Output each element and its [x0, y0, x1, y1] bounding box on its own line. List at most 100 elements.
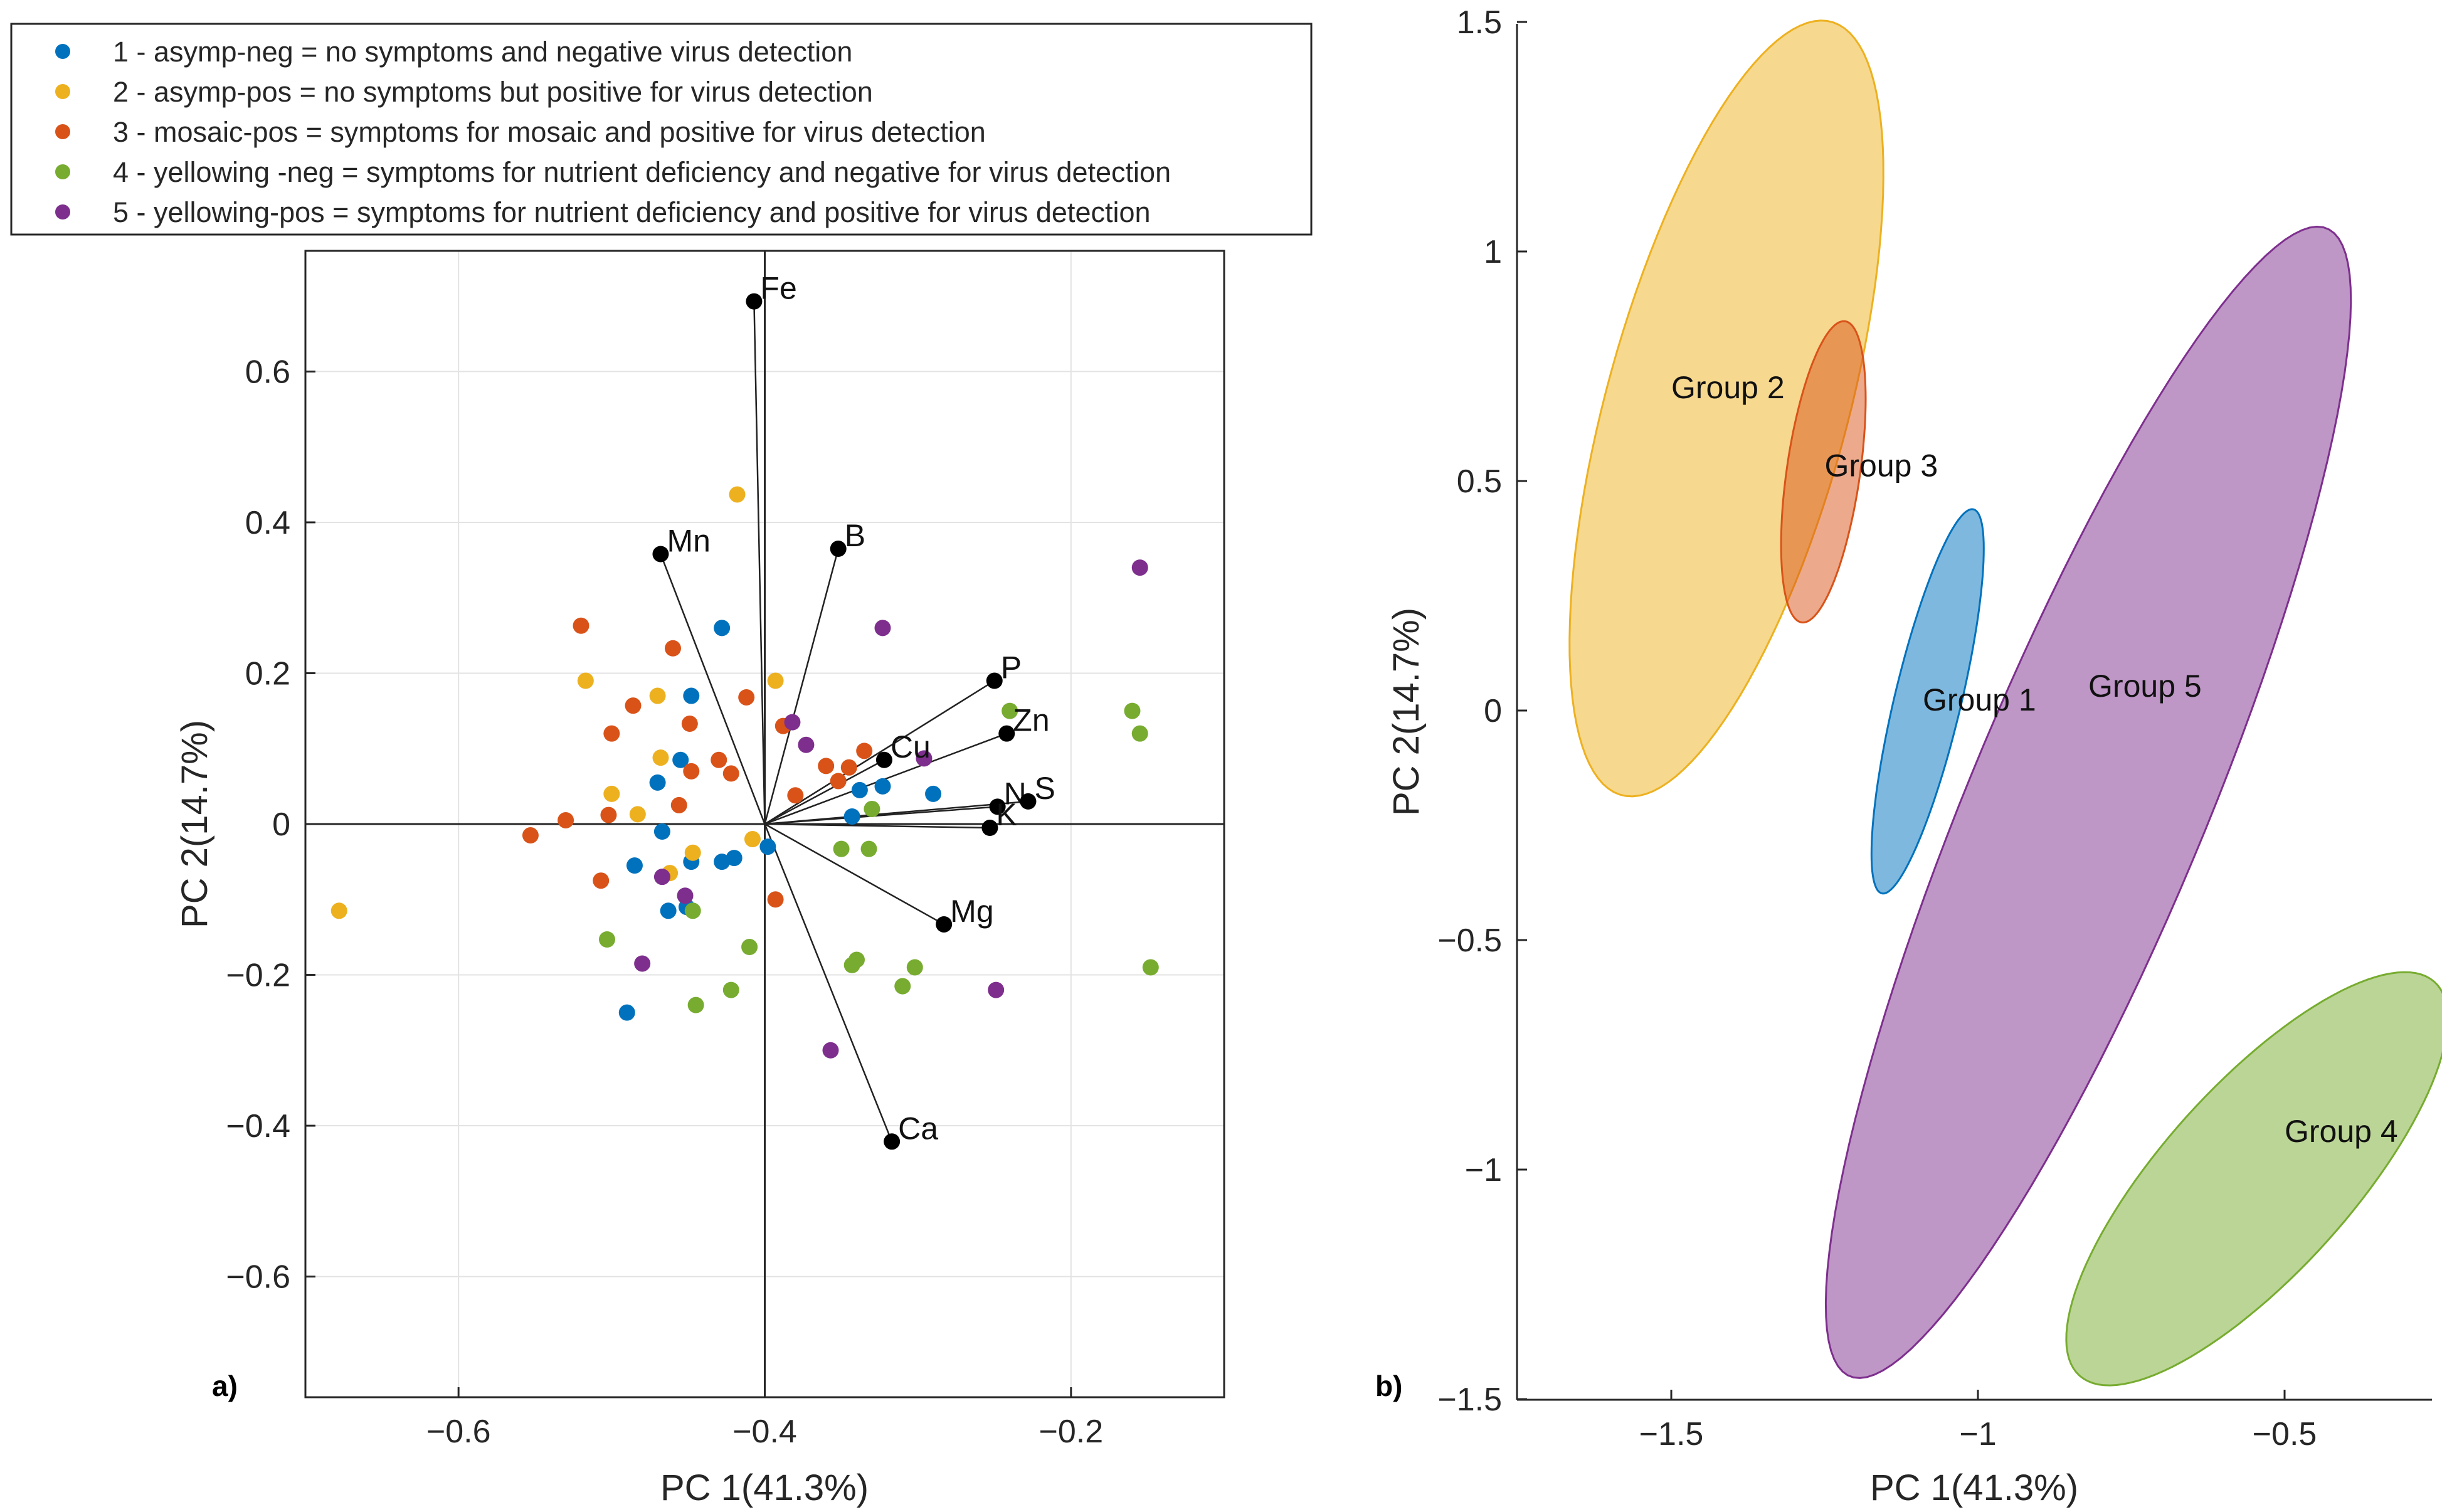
panel-label-b: b) [1375, 1370, 1402, 1402]
data-point-group-3 [856, 743, 873, 759]
y-tick-label: −0.4 [226, 1108, 290, 1145]
loading-vector-fe [753, 301, 766, 825]
loading-label-p: P [1001, 650, 1022, 685]
data-point-group-2 [652, 749, 669, 766]
loading-vector-mg [764, 823, 944, 926]
data-point-group-3 [681, 716, 698, 732]
x-tick-label: −0.2 [1039, 1414, 1104, 1450]
y-tick-label-b: 0 [1484, 693, 1502, 729]
x-tick-label-b: −1.5 [1639, 1416, 1704, 1452]
label-group-5: Group 5 [2088, 669, 2202, 704]
legend-marker-3 [55, 124, 70, 139]
label-group-3: Group 3 [1825, 448, 1938, 484]
data-point-group-5 [798, 736, 815, 753]
loading-point-p [986, 672, 1003, 689]
data-point-group-1 [618, 1004, 635, 1021]
data-point-group-2 [767, 672, 784, 689]
data-point-group-3 [818, 758, 835, 775]
y-tick-label-b: 1 [1484, 234, 1502, 270]
label-group-2: Group 2 [1671, 370, 1785, 405]
y-tick-label: 0.2 [245, 655, 290, 692]
loading-point-b [830, 541, 847, 558]
loading-vector-s [764, 800, 1028, 825]
data-point-group-2 [577, 672, 594, 689]
loading-point-zn [998, 725, 1015, 742]
ellipse-group-4 [2065, 971, 2442, 1387]
legend: 1 - asymp-neg = no symptoms and negative… [10, 23, 1313, 236]
loading-label-zn: Zn [1013, 703, 1049, 738]
data-point-group-4 [687, 997, 704, 1013]
loading-point-fe [746, 293, 763, 310]
data-point-group-4 [1124, 702, 1141, 719]
data-point-group-1 [714, 854, 731, 870]
pca-biplot-panel: −0.6 −0.4 −0.2 −0.6 −0.4 −0.2 0 0.2 0.4 0.6 Fe Mn B… [174, 250, 1225, 1508]
observation-points [330, 486, 1159, 1059]
data-point-group-1 [726, 850, 743, 867]
data-point-group-1 [925, 785, 942, 802]
data-point-group-4 [860, 840, 877, 857]
data-point-group-5 [677, 887, 694, 904]
legend-label-3: 3 - mosaic-pos = symptoms for mosaic and… [113, 116, 986, 148]
data-point-group-3 [625, 697, 642, 714]
data-point-group-2 [684, 844, 701, 861]
data-point-group-3 [840, 759, 857, 776]
loading-point-cu [875, 751, 892, 768]
data-point-group-5 [653, 869, 670, 886]
data-point-group-4 [1131, 725, 1148, 742]
data-point-group-4 [833, 840, 850, 857]
y-axis-label-b: PC 2(14.7%) [1386, 608, 1427, 816]
y-tick-label: 0 [272, 806, 290, 843]
x-tick-label: −0.6 [426, 1414, 491, 1450]
data-point-group-1 [626, 857, 643, 874]
y-tick-label: −0.2 [226, 958, 290, 994]
loading-vector-ca [764, 823, 893, 1142]
data-point-group-5 [784, 714, 801, 731]
loading-vector-k [764, 823, 990, 829]
data-point-group-5 [988, 981, 1005, 998]
data-point-group-4 [864, 800, 880, 817]
ellipse-group-5 [1824, 225, 2352, 1379]
legend-label-4: 4 - yellowing -neg = symptoms for nutrie… [113, 156, 1171, 188]
data-point-group-3 [738, 689, 755, 706]
ellipse-group-1 [1870, 508, 1985, 895]
y-tick-label-b: −1 [1465, 1152, 1502, 1188]
loading-point-s [1020, 793, 1037, 810]
data-point-group-1 [843, 808, 860, 825]
data-point-group-4 [894, 978, 911, 995]
loading-point-n [989, 798, 1006, 815]
data-point-group-4 [684, 902, 701, 919]
x-tick-label-b: −0.5 [2253, 1416, 2317, 1452]
data-point-group-1 [851, 781, 868, 798]
axis-ticks-a: −0.6 −0.4 −0.2 −0.6 −0.4 −0.2 0 0.2 0.4 0.6 [226, 354, 1103, 1450]
ellipse-group-3 [1780, 320, 1867, 624]
data-point-group-3 [603, 725, 620, 742]
data-point-group-3 [711, 751, 727, 768]
y-tick-label: −0.6 [226, 1259, 290, 1296]
label-group-1: Group 1 [1923, 682, 2036, 717]
data-point-group-2 [330, 902, 347, 919]
loading-point-mg [936, 916, 953, 933]
loading-label-cu: Cu [891, 729, 931, 764]
data-point-group-3 [665, 640, 681, 657]
data-point-group-3 [558, 812, 574, 828]
label-group-4: Group 4 [2285, 1114, 2398, 1149]
data-point-group-4 [599, 931, 616, 948]
panel-label-a: a) [212, 1370, 238, 1402]
loading-vector-b [764, 548, 839, 825]
data-point-group-4 [1002, 702, 1018, 719]
y-tick-label-b: −0.5 [1437, 923, 1502, 959]
data-point-group-4 [741, 939, 758, 956]
data-point-group-3 [767, 891, 784, 908]
data-point-group-3 [600, 806, 617, 823]
loading-label-b: B [845, 518, 865, 553]
ellipse-panel: Group 2 Group 5 Group 4 Group 1 Group 3 −1.5… [1375, 4, 2442, 1508]
data-point-group-2 [744, 831, 761, 848]
data-point-group-1 [660, 902, 677, 919]
data-point-group-1 [672, 751, 689, 768]
group-ellipses [1568, 19, 2442, 1387]
data-point-group-1 [683, 687, 700, 704]
legend-marker-4 [55, 164, 70, 179]
data-point-group-5 [634, 955, 651, 972]
